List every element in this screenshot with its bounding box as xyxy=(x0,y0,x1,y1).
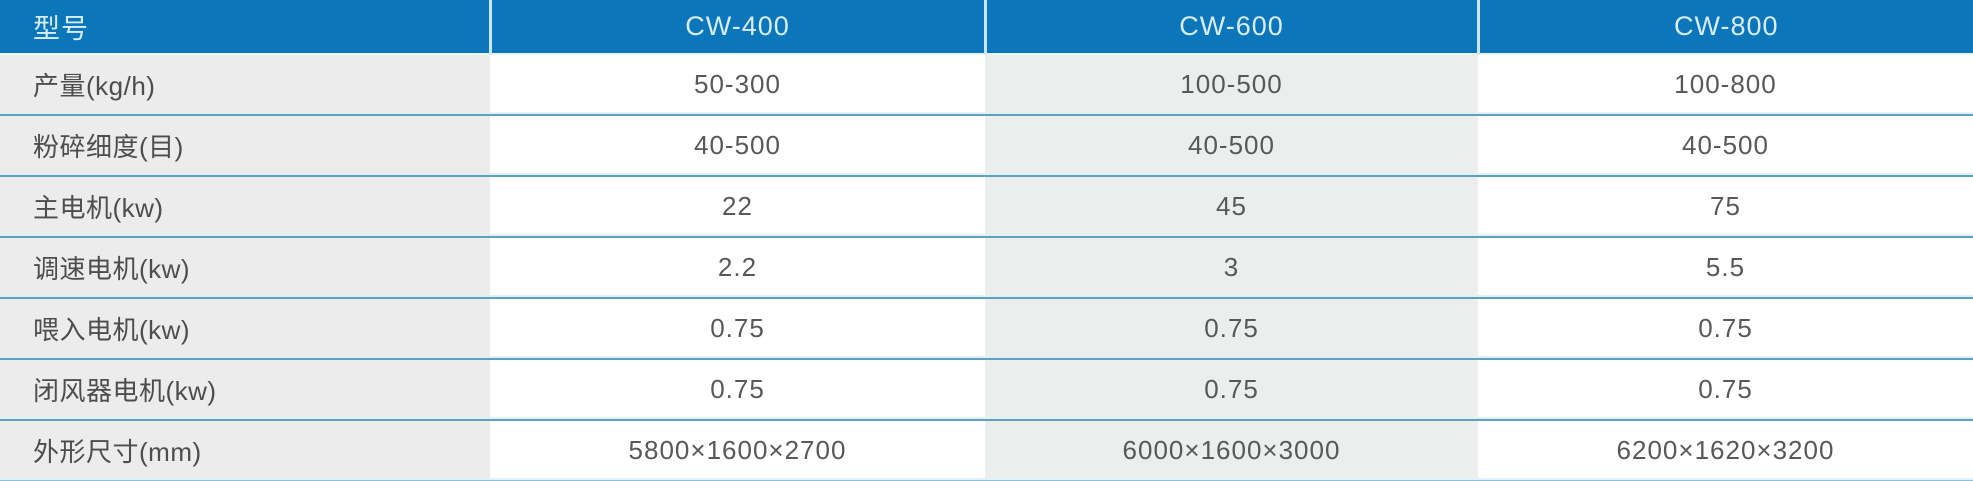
table-row-capacity: 产量(kg/h) 50-300 100-500 100-800 xyxy=(0,53,1973,115)
cell-value: 6000×1600×3000 xyxy=(985,419,1478,481)
cell-value: 5800×1600×2700 xyxy=(490,419,985,481)
header-cell-model-label: 型号 xyxy=(0,0,492,55)
header-cell-cw400: CW-400 xyxy=(490,0,987,55)
cell-value: 100-800 xyxy=(1478,53,1973,115)
table-row-speed-motor: 调速电机(kw) 2.2 3 5.5 xyxy=(0,236,1973,298)
cell-value: 40-500 xyxy=(1478,114,1973,176)
cell-value: 2.2 xyxy=(490,236,985,298)
cell-value: 0.75 xyxy=(490,297,985,359)
spec-table-body: 产量(kg/h) 50-300 100-500 100-800 粉碎细度(目) … xyxy=(0,53,1973,481)
cell-value: 6200×1620×3200 xyxy=(1478,419,1973,481)
cell-value: 0.75 xyxy=(1478,358,1973,420)
header-cell-cw600: CW-600 xyxy=(985,0,1480,55)
cell-value: 0.75 xyxy=(490,358,985,420)
table-row-feed-motor: 喂入电机(kw) 0.75 0.75 0.75 xyxy=(0,297,1973,359)
cell-value: 3 xyxy=(985,236,1478,298)
cell-value: 22 xyxy=(490,175,985,237)
header-cell-cw800: CW-800 xyxy=(1478,0,1973,55)
cell-value: 100-500 xyxy=(985,53,1478,115)
cell-value: 75 xyxy=(1478,175,1973,237)
cell-value: 45 xyxy=(985,175,1478,237)
row-label: 调速电机(kw) xyxy=(0,236,490,298)
header-row: 型号 CW-400 CW-600 CW-800 xyxy=(0,0,1973,55)
cell-value: 0.75 xyxy=(1478,297,1973,359)
cell-value: 40-500 xyxy=(490,114,985,176)
table-row-airlock-motor: 闭风器电机(kw) 0.75 0.75 0.75 xyxy=(0,358,1973,420)
cell-value: 50-300 xyxy=(490,53,985,115)
cell-value: 5.5 xyxy=(1478,236,1973,298)
row-label: 闭风器电机(kw) xyxy=(0,358,490,420)
row-label: 产量(kg/h) xyxy=(0,53,490,115)
cell-value: 0.75 xyxy=(985,297,1478,359)
row-label: 喂入电机(kw) xyxy=(0,297,490,359)
table-row-fineness: 粉碎细度(目) 40-500 40-500 40-500 xyxy=(0,114,1973,176)
row-label: 主电机(kw) xyxy=(0,175,490,237)
cell-value: 40-500 xyxy=(985,114,1478,176)
table-row-dimensions: 外形尺寸(mm) 5800×1600×2700 6000×1600×3000 6… xyxy=(0,419,1973,481)
table-row-main-motor: 主电机(kw) 22 45 75 xyxy=(0,175,1973,237)
spec-table-header: 型号 CW-400 CW-600 CW-800 xyxy=(0,0,1973,55)
row-label: 外形尺寸(mm) xyxy=(0,419,490,481)
row-label: 粉碎细度(目) xyxy=(0,114,490,176)
cell-value: 0.75 xyxy=(985,358,1478,420)
